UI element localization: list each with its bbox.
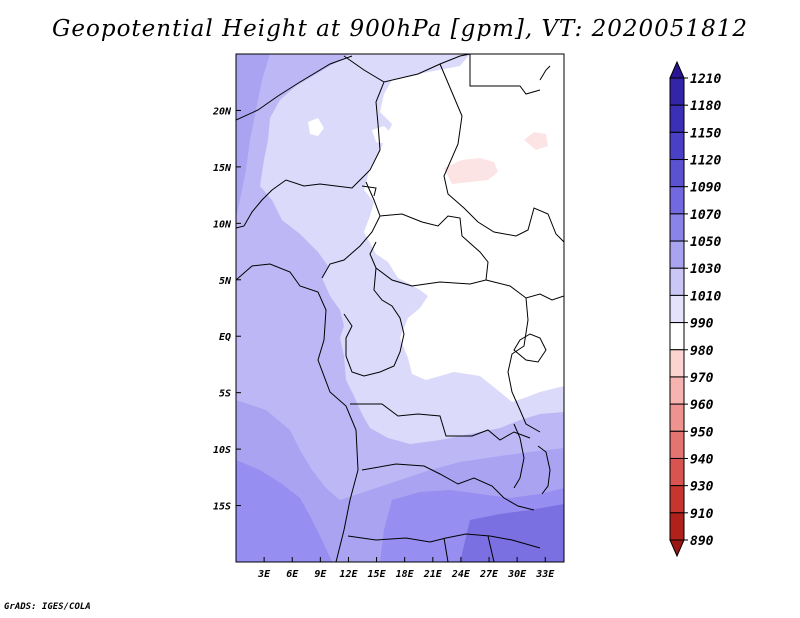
border-north — [236, 55, 353, 121]
x-tick-label: 15E — [368, 569, 387, 580]
colorbar-label: 1050 — [690, 235, 721, 250]
colorbar-label: 970 — [690, 371, 714, 386]
border-nigeria — [321, 181, 381, 279]
colorbar-max-arrow — [669, 60, 685, 79]
colorbar-box — [669, 213, 685, 242]
x-tick-label: 18E — [396, 569, 415, 580]
border-angola-drc — [350, 403, 531, 441]
colorbar-label: 950 — [690, 425, 714, 440]
x-tick-label: 24E — [451, 569, 471, 580]
y-tick-label: 10N — [213, 219, 232, 230]
field-patch-990-1010 — [524, 132, 548, 150]
x-tick-label: 3E — [257, 569, 271, 580]
colorbar-label: 990 — [690, 317, 714, 332]
colorbar-box — [669, 131, 685, 161]
colorbar-box — [669, 349, 685, 378]
y-axis: 20N 15N 10N 5N EQ 5S 10S 15S — [212, 106, 241, 513]
field-patch-990-1010 — [444, 158, 498, 184]
y-tick-label: 5N — [219, 276, 232, 287]
lake-victoria — [513, 333, 547, 363]
colorbar-label: 930 — [690, 480, 714, 495]
lake-malawi — [537, 445, 551, 495]
border-north-2 — [343, 54, 471, 83]
colorbar-label: 1090 — [690, 181, 721, 196]
colorbar-box — [669, 267, 685, 296]
lake-tanganyika — [513, 423, 525, 489]
colorbar-label: 980 — [690, 344, 714, 359]
y-tick-label: 15N — [213, 163, 232, 174]
footer-credit: GrADS: IGES/COLA — [4, 602, 91, 612]
colorbar-box — [669, 430, 685, 459]
colorbar-label: 910 — [690, 507, 714, 522]
border-central — [439, 63, 564, 243]
border-zambia — [361, 463, 535, 511]
colorbar-box — [669, 240, 685, 269]
colorbar-label: 1120 — [690, 154, 721, 169]
field-sw-1070-1090 — [236, 460, 332, 562]
colorbar-box — [669, 376, 685, 405]
colorbar-box — [669, 485, 685, 514]
border-congo — [343, 267, 405, 377]
y-tick-label: 5S — [219, 389, 231, 400]
map-frame — [235, 53, 565, 563]
colorbar-label: 890 — [690, 534, 714, 549]
field-north-1050-1070 — [236, 54, 270, 218]
y-tick-label: 15S — [213, 502, 231, 513]
colorbar-box — [669, 322, 685, 351]
border-botswana — [443, 537, 449, 562]
border-east — [507, 297, 541, 433]
y-tick-label: EQ — [219, 332, 231, 343]
x-axis: 3E 6E 9E 12E 15E 18E 21E 24E 27E 30E 33E — [257, 557, 555, 580]
border-zimbabwe — [487, 535, 495, 562]
x-tick-label: 30E — [507, 569, 527, 580]
boundaries — [236, 54, 564, 562]
colorbar-box — [669, 403, 685, 432]
x-tick-label: 6E — [286, 569, 299, 580]
field-1030-1050 — [236, 54, 564, 562]
colorbar-box — [669, 104, 685, 133]
colorbar-box — [669, 294, 685, 324]
coastline — [236, 263, 359, 562]
lake-chad — [361, 185, 377, 197]
colorbar-label: 1070 — [690, 208, 721, 223]
y-tick-label: 20N — [212, 106, 232, 117]
x-tick-label: 9E — [314, 569, 327, 580]
border-south-sudan — [485, 279, 564, 301]
colorbar-label: 1010 — [690, 289, 721, 304]
height-field — [236, 54, 564, 562]
colorbar-box — [669, 77, 685, 106]
field-patch-white — [308, 118, 324, 136]
colorbar-label: 1030 — [690, 262, 721, 277]
colorbar-label: 940 — [690, 452, 714, 467]
colorbar-box — [669, 512, 685, 541]
x-tick-label: 33E — [535, 569, 555, 580]
colorbar-box — [669, 159, 685, 188]
colorbar-label: 1150 — [690, 126, 721, 141]
field-patch-white — [372, 126, 392, 144]
colorbar-box — [669, 186, 685, 215]
colorbar: 1210 1180 1150 1120 1090 1070 1050 1030 1010 990 9… — [669, 60, 721, 558]
x-tick-label: 12E — [339, 569, 358, 580]
colorbar-label: 1180 — [690, 99, 721, 114]
border-sahel — [236, 81, 385, 229]
chart-title: Geopotential Height at 900hPa [gpm], VT:… — [52, 16, 748, 42]
colorbar-min-arrow — [669, 539, 685, 558]
border-ne — [469, 54, 541, 95]
y-tick-label: 10S — [213, 445, 231, 456]
x-tick-label: 27E — [479, 569, 499, 580]
colorbar-label: 1210 — [690, 72, 721, 87]
border-south — [347, 533, 541, 549]
x-tick-label: 21E — [423, 569, 443, 580]
border-car — [369, 213, 489, 287]
coast-northeast — [539, 65, 551, 81]
colorbar-box — [669, 457, 685, 487]
colorbar-label: 960 — [690, 398, 714, 413]
